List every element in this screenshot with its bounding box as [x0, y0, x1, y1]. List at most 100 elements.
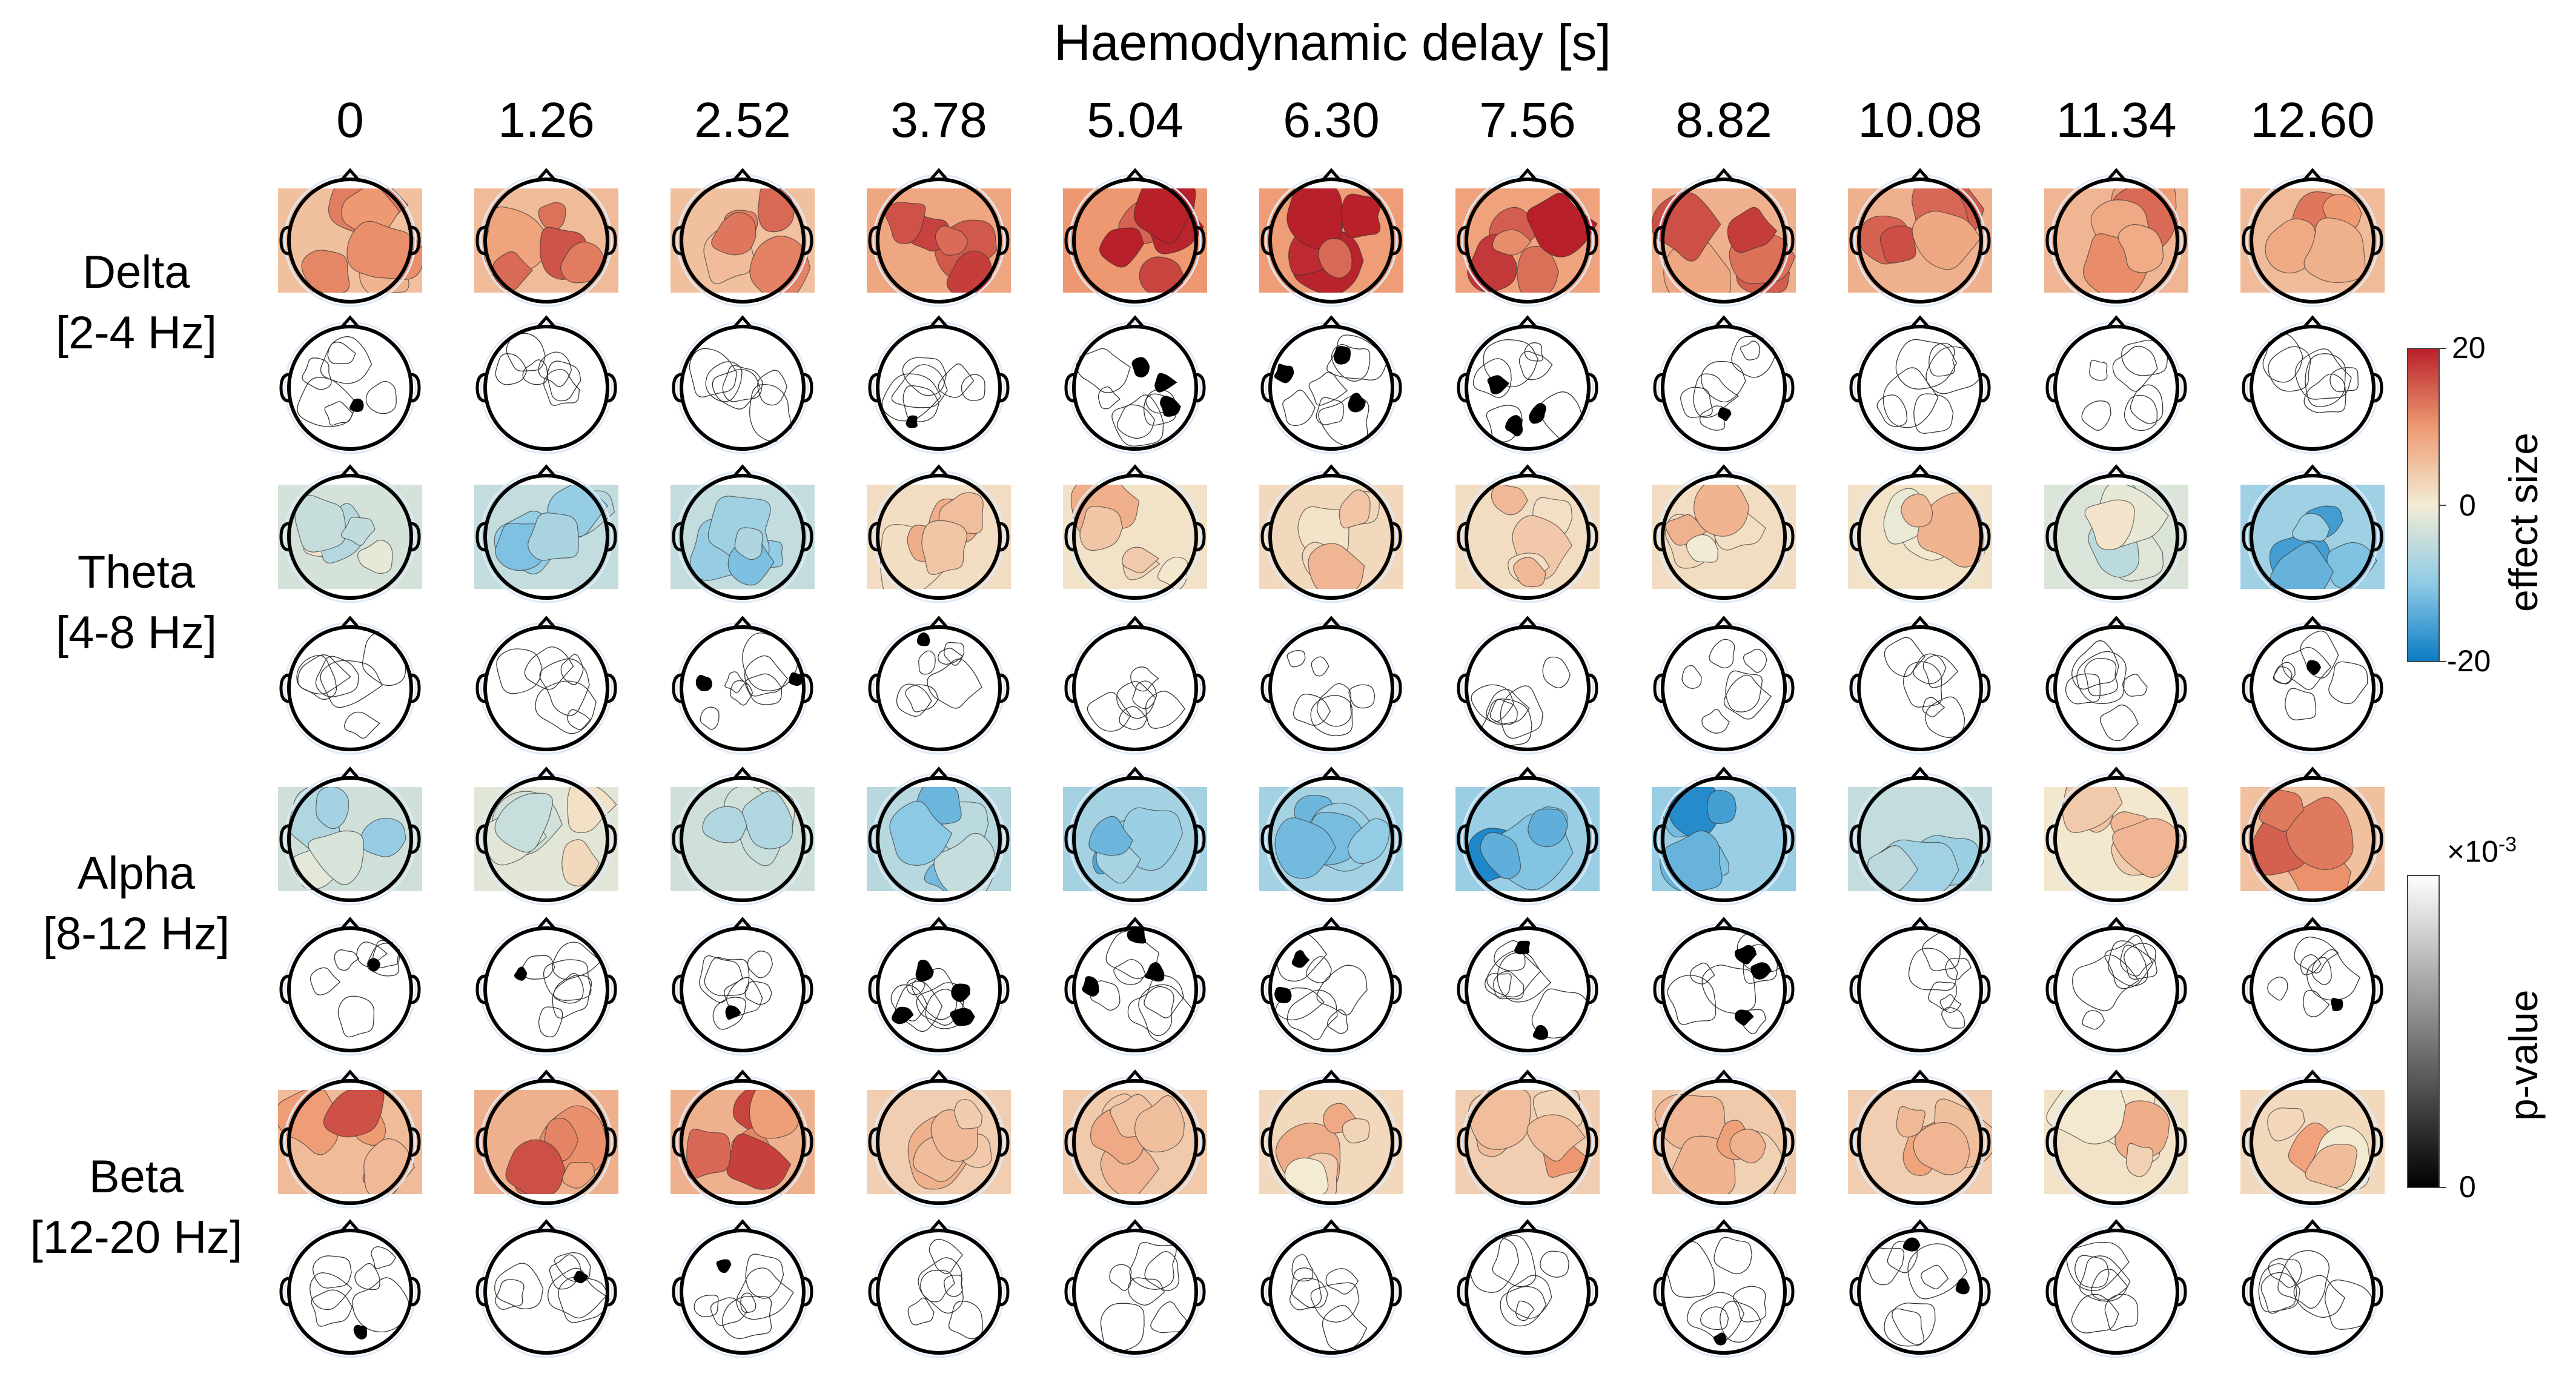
band-name: Alpha [77, 848, 196, 899]
band-range: [2-4 Hz] [55, 307, 217, 359]
effect-map [1455, 1069, 1600, 1209]
pvalue-colorbar [2407, 875, 2440, 1188]
band-label: Alpha [8-12 Hz] [0, 843, 273, 965]
pvalue-map [1849, 917, 1991, 1056]
pvalue-map [279, 1219, 421, 1358]
delay-label: 2.52 [694, 93, 791, 148]
effect-map [1063, 1069, 1207, 1209]
pvalue-map [2242, 616, 2383, 755]
delay-label: 3.78 [890, 93, 987, 148]
band-name: Theta [77, 546, 196, 598]
effect-map [867, 464, 1011, 603]
effect-map [1259, 1069, 1403, 1209]
effect-map [1259, 464, 1403, 603]
effect-map [1652, 766, 1796, 906]
pvalue-colorbar-label: p-value [2501, 989, 2546, 1121]
pvalue-map [1064, 917, 1206, 1056]
pvalue-map [279, 315, 421, 454]
effect-map [1063, 464, 1207, 603]
delay-label: 5.04 [1087, 93, 1184, 148]
pvalue-map [1260, 616, 1402, 755]
effect-map [1848, 766, 1992, 906]
band-label: Delta [2-4 Hz] [0, 242, 273, 364]
pvalue-map [1260, 917, 1402, 1056]
effect-map [867, 766, 1011, 906]
effect-map [2044, 1069, 2188, 1209]
band-label: Theta [4-8 Hz] [0, 542, 273, 663]
pvalue-map [2242, 917, 2383, 1056]
effect-tick-mid: 0 [2459, 488, 2476, 522]
effect-map [1455, 464, 1600, 603]
pvalue-map [2045, 1219, 2187, 1358]
delay-label: 11.34 [2056, 93, 2177, 148]
pvalue-map [1064, 1219, 1206, 1358]
delay-label: 12.60 [2250, 93, 2375, 148]
pvalue-map [1260, 315, 1402, 454]
effect-map [867, 1069, 1011, 1209]
pvalue-map [672, 315, 813, 454]
pvalue-map [475, 1219, 617, 1358]
pvalue-map [2242, 1219, 2383, 1358]
pvalue-map [475, 616, 617, 755]
effect-map [670, 168, 815, 307]
pvalue-map [1457, 917, 1598, 1056]
effect-map [474, 464, 618, 603]
effect-map [2044, 464, 2188, 603]
effect-map [1848, 1069, 1992, 1209]
effect-map [670, 1069, 815, 1209]
delay-label: 10.08 [1858, 93, 1982, 148]
effect-map [2044, 766, 2188, 906]
pvalue-map [1653, 616, 1795, 755]
pvalue-map [1457, 616, 1598, 755]
pvalue-map [672, 1219, 813, 1358]
effect-map [1848, 168, 1992, 307]
pvalue-map [1849, 616, 1991, 755]
pvalue-map [2045, 315, 2187, 454]
pvalue-map [868, 616, 1010, 755]
pvalue-map [1653, 917, 1795, 1056]
effect-map [278, 766, 422, 906]
pvalue-map [475, 315, 617, 454]
effect-map [1652, 1069, 1796, 1209]
delay-label: 1.26 [498, 93, 595, 148]
effect-map [2240, 168, 2385, 307]
effect-map [474, 1069, 618, 1209]
delay-label: 6.30 [1283, 93, 1380, 148]
delay-label: 8.82 [1675, 93, 1772, 148]
pvalue-map [1849, 1219, 1991, 1358]
pvalue-tick-min: 0 [2459, 1170, 2476, 1204]
pvalue-map [475, 917, 617, 1056]
pvalue-map [1653, 315, 1795, 454]
effect-map [1063, 168, 1207, 307]
effect-map [2240, 1069, 2385, 1209]
band-range: [8-12 Hz] [42, 908, 230, 960]
pvalue-map [672, 616, 813, 755]
pvalue-map [2045, 917, 2187, 1056]
pvalue-map [2045, 616, 2187, 755]
effect-map [474, 168, 618, 307]
pvalue-map [2242, 315, 2383, 454]
effect-map [1259, 168, 1403, 307]
pvalue-map [279, 917, 421, 1056]
effect-colorbar [2407, 348, 2440, 662]
effect-tick-max: 20 [2452, 331, 2486, 365]
pvalue-map [868, 315, 1010, 454]
effect-colorbar-label: effect size [2501, 433, 2546, 612]
effect-map [670, 766, 815, 906]
effect-map [2044, 168, 2188, 307]
pvalue-map [1260, 1219, 1402, 1358]
effect-map [2240, 766, 2385, 906]
effect-map [867, 168, 1011, 307]
effect-map [278, 464, 422, 603]
band-label: Beta [12-20 Hz] [0, 1147, 273, 1268]
pvalue-map [1457, 315, 1598, 454]
delay-label: 7.56 [1479, 93, 1576, 148]
effect-map [1259, 766, 1403, 906]
effect-map [474, 766, 618, 906]
effect-map [1848, 464, 1992, 603]
pvalue-exponent: ×10-3 [2447, 833, 2517, 869]
pvalue-map [868, 917, 1010, 1056]
effect-map [1455, 168, 1600, 307]
